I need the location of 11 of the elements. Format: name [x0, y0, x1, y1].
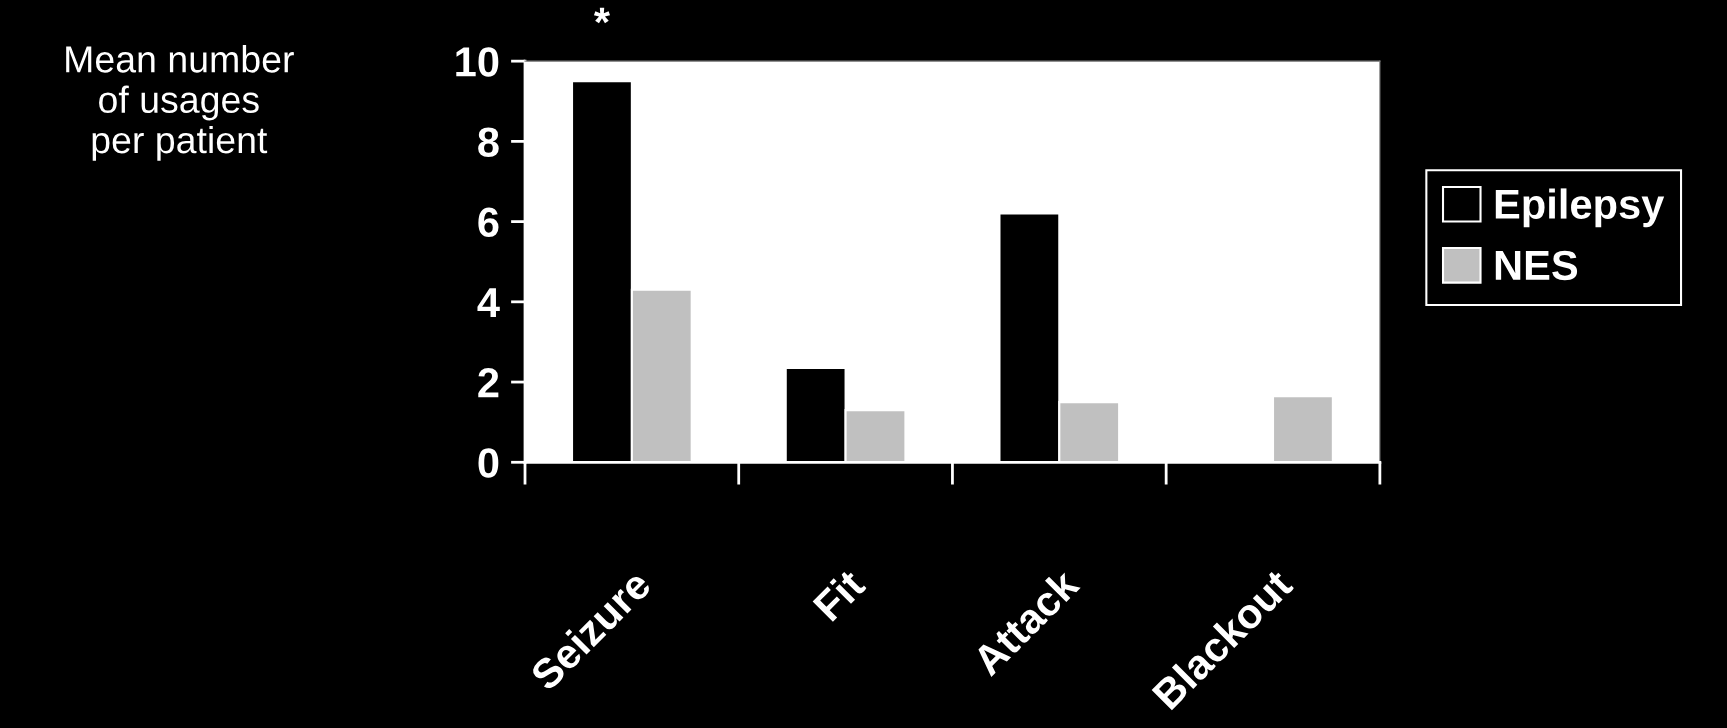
text: *: [593, 7, 611, 24]
legend-label: NES: [1495, 250, 1578, 281]
y-tick-label: 10: [456, 47, 499, 77]
y-axis-title: Mean number of usages per patient: [66, 45, 294, 161]
y-tick-label: 6: [478, 207, 499, 238]
y-tick-label: 8: [478, 127, 499, 157]
y-tick-label: 2: [478, 368, 499, 398]
y-tick-label: 0: [478, 448, 499, 478]
legend-label: Epilepsy: [1495, 188, 1665, 228]
x-tick-label: Fit: [811, 566, 867, 623]
y-tick-label: 4: [477, 288, 500, 317]
